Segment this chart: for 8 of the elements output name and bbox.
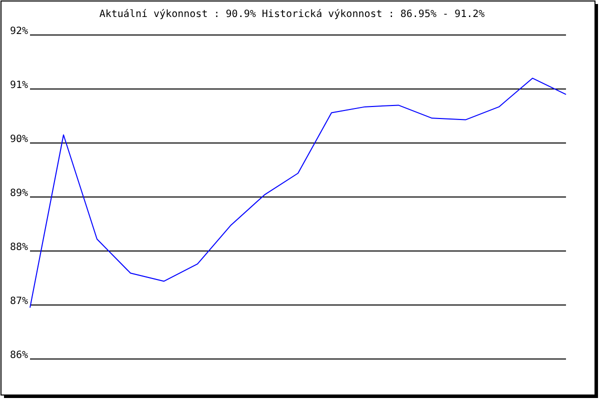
y-tick-label: 88% bbox=[10, 242, 28, 253]
y-tick-label: 89% bbox=[10, 188, 28, 199]
y-tick-label: 91% bbox=[10, 80, 28, 91]
y-tick-label: 86% bbox=[10, 350, 28, 361]
y-tick-label: 90% bbox=[10, 134, 28, 145]
y-tick-label: 92% bbox=[10, 26, 28, 37]
chart-title: Aktuální výkonnost : 90.9% Historická výkonnost : 86.95% - 91.2% bbox=[99, 9, 485, 20]
y-tick-label: 87% bbox=[10, 296, 28, 307]
